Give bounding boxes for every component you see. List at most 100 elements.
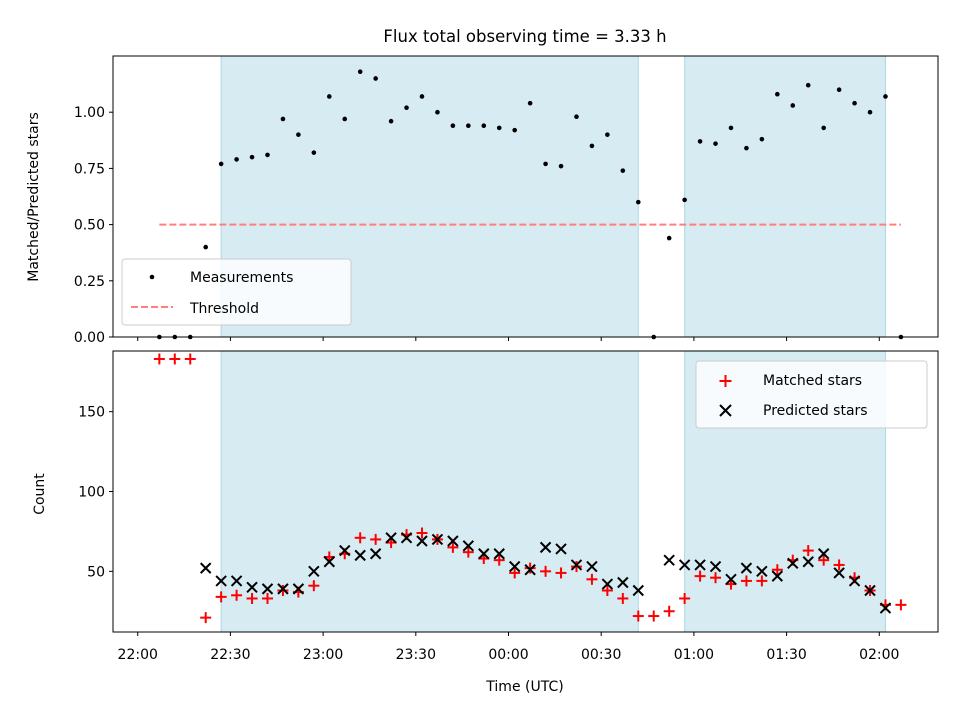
measurement-point — [218, 161, 224, 167]
matched-star-point — [215, 591, 227, 603]
measurement-point — [435, 109, 440, 115]
x-stroke — [508, 560, 521, 573]
predicted-star-point — [246, 581, 258, 594]
y-tick-label: 150 — [78, 405, 105, 421]
bottom-y-ticks: 50 100 150 — [78, 405, 113, 580]
matched-star-point — [153, 353, 165, 365]
x-axis-label: Time (UTC) — [485, 679, 563, 695]
count-points — [153, 353, 907, 624]
matched-star-point — [555, 567, 567, 579]
x-stroke — [539, 541, 552, 554]
predicted-star-point — [447, 535, 459, 547]
matched-star-point — [601, 584, 613, 596]
legend-measurements-marker — [149, 274, 155, 280]
legend-matched-label: Matched stars — [763, 373, 862, 389]
predicted-star-point — [833, 567, 845, 579]
matched-star-point — [416, 527, 428, 539]
predicted-star-point — [879, 602, 892, 614]
measurement-point — [558, 163, 564, 169]
predicted-star-point — [431, 533, 444, 546]
measurement-point — [821, 125, 826, 131]
x-stroke — [400, 532, 413, 544]
measurement-point — [852, 100, 857, 106]
observing-span — [684, 56, 886, 337]
measurement-point — [697, 139, 703, 144]
x-stroke — [848, 575, 861, 587]
predicted-star-point — [539, 541, 552, 554]
measurement-point — [543, 161, 548, 167]
matched-star-point — [509, 567, 521, 579]
measurement-point — [805, 82, 811, 88]
measurement-point — [867, 109, 873, 115]
matched-star-point — [710, 572, 722, 584]
matched-star-point — [462, 546, 474, 558]
predicted-star-point — [586, 560, 598, 573]
matched-star-point — [586, 573, 598, 585]
x-stroke — [555, 543, 567, 555]
x-tick-label: 23:00 — [303, 647, 343, 663]
measurement-point — [605, 132, 610, 137]
legend-matched-marker — [719, 375, 732, 387]
predicted-star-point — [740, 562, 753, 574]
legend-measurements-label: Measurements — [190, 270, 293, 286]
x-tick-label: 01:30 — [766, 647, 806, 663]
x-stroke — [462, 540, 475, 552]
legend-predicted-marker — [719, 404, 732, 417]
measurement-point — [450, 123, 456, 128]
predicted-star-point — [292, 583, 305, 595]
x-stroke — [230, 575, 243, 587]
matched-star-point — [308, 580, 320, 592]
x-stroke — [246, 581, 258, 594]
legend-threshold-label: Threshold — [189, 301, 259, 317]
chart-title: Flux total observing time = 3.33 h — [383, 27, 666, 46]
measurement-point — [342, 116, 348, 122]
predicted-star-point — [756, 565, 768, 578]
x-stroke — [215, 575, 227, 587]
top-panel: 0.00 0.25 0.50 0.75 1.00 Matched/Predicted s… — [26, 55, 939, 346]
measurement-point — [311, 150, 317, 155]
predicted-star-point — [230, 575, 243, 587]
y-tick-label: 100 — [78, 485, 105, 501]
x-stroke — [570, 559, 583, 571]
x-tick-label: 01:00 — [674, 647, 714, 663]
observing-span — [221, 351, 639, 632]
matched-star-point — [354, 532, 366, 544]
matched-star-point — [740, 575, 752, 587]
matched-star-point — [818, 554, 830, 566]
predicted-star-point — [416, 535, 428, 547]
predicted-star-point — [678, 559, 691, 571]
matched-star-point — [493, 554, 505, 566]
x-stroke — [756, 565, 768, 578]
predicted-star-point — [694, 559, 706, 571]
x-stroke — [277, 583, 289, 595]
bottom-legend-box — [695, 360, 928, 429]
x-stroke — [601, 578, 614, 590]
predicted-star-point — [308, 565, 320, 578]
x-stroke — [833, 567, 845, 579]
x-stroke — [787, 557, 799, 570]
x-stroke — [632, 584, 644, 597]
matched-star-point — [277, 584, 289, 596]
matched-star-point — [679, 592, 691, 604]
top-legend-box — [121, 258, 352, 326]
predicted-star-point — [802, 556, 814, 568]
matched-star-point — [246, 592, 258, 604]
predicted-star-point — [339, 544, 351, 557]
matched-star-point — [771, 564, 783, 576]
matched-star-point — [802, 545, 814, 557]
predicted-star-point — [354, 549, 366, 562]
x-tick-label: 22:00 — [118, 647, 158, 663]
measurement-point — [326, 94, 332, 99]
predicted-star-point — [725, 573, 737, 586]
x-stroke — [740, 562, 753, 574]
measurement-point — [404, 105, 409, 111]
x-stroke — [416, 535, 428, 547]
predicted-star-point — [524, 564, 536, 576]
measurement-point — [373, 76, 378, 81]
matched-star-point — [632, 610, 644, 622]
measurement-point — [574, 114, 579, 119]
measurement-point — [759, 136, 765, 142]
y-tick-label: 0.00 — [74, 330, 105, 346]
predicted-star-point — [369, 548, 382, 560]
matched-star-point — [648, 610, 660, 622]
